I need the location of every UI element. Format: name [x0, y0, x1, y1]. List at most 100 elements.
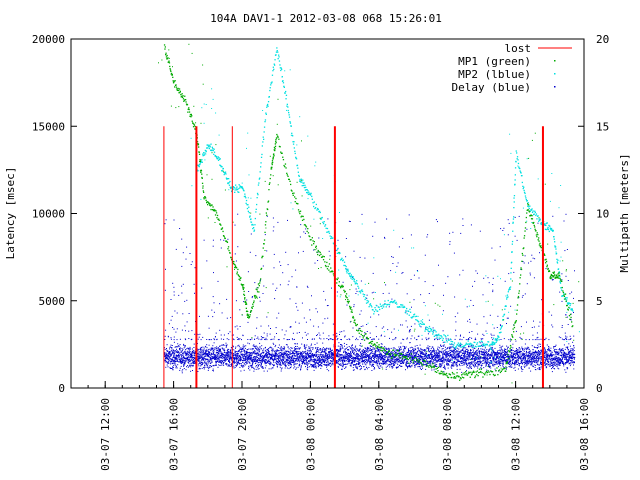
delay-point [267, 357, 269, 359]
delay-point [245, 345, 247, 347]
delay-point [309, 366, 311, 368]
delay-point [318, 363, 320, 365]
delay-point [374, 351, 376, 353]
delay-point [219, 350, 221, 352]
delay-point [502, 357, 504, 359]
delay-point [188, 354, 190, 356]
delay-point [474, 362, 475, 364]
delay-point [493, 352, 495, 354]
delay-point [325, 358, 327, 360]
delay-point [382, 361, 384, 362]
delay-point [258, 348, 260, 350]
delay-point [414, 361, 416, 363]
delay-point [193, 357, 195, 358]
delay-point [247, 352, 248, 354]
delay-point [504, 348, 506, 350]
delay-point [364, 354, 366, 356]
delay-point [293, 360, 295, 362]
delay-point [333, 360, 335, 362]
delay-point [473, 360, 475, 362]
delay-point [213, 354, 215, 356]
delay-point [224, 360, 226, 362]
delay-point [355, 364, 357, 366]
delay-point [323, 357, 325, 359]
delay-point [358, 350, 360, 352]
delay-point [372, 351, 374, 353]
delay-point [477, 351, 479, 353]
delay-point [248, 356, 250, 357]
delay-point [197, 359, 199, 361]
delay-point [218, 364, 220, 366]
delay-point [457, 352, 459, 354]
delay-point [372, 354, 374, 356]
delay-point [243, 357, 244, 359]
delay-point [326, 361, 328, 363]
delay-point [188, 360, 190, 362]
delay-point [278, 364, 280, 366]
delay-point [392, 363, 394, 365]
delay-point [483, 353, 484, 355]
delay-point [215, 363, 217, 365]
delay-point [295, 363, 297, 365]
delay-point [305, 366, 306, 368]
delay-point [324, 355, 326, 357]
delay-point [309, 346, 311, 348]
delay-point [374, 368, 376, 370]
delay-point [296, 363, 298, 365]
delay-point [475, 353, 477, 355]
delay-point [263, 359, 265, 361]
delay-point [350, 351, 352, 353]
delay-point [344, 357, 346, 358]
delay-point [376, 361, 378, 363]
delay-point [308, 348, 310, 350]
delay-point [497, 360, 499, 362]
delay-point [442, 354, 444, 356]
delay-point [461, 360, 463, 362]
delay-point [274, 352, 276, 354]
delay-point [268, 350, 269, 352]
delay-point [244, 359, 246, 361]
delay-point [239, 349, 240, 351]
delay-point [454, 360, 456, 362]
delay-point [400, 360, 402, 362]
delay-point [280, 349, 282, 351]
delay-point [257, 368, 259, 370]
delay-point [400, 346, 402, 348]
delay-point [329, 356, 331, 358]
delay-point [312, 366, 314, 368]
delay-point [466, 357, 468, 359]
delay-point [462, 349, 464, 351]
delay-point [455, 357, 456, 359]
delay-point [287, 355, 289, 357]
delay-point [221, 344, 223, 346]
delay-point [288, 351, 290, 353]
delay-point [381, 353, 383, 355]
delay-point [498, 364, 500, 366]
delay-point [429, 363, 431, 364]
delay-point [203, 350, 204, 352]
delay-point [279, 362, 281, 364]
delay-point [329, 354, 331, 356]
delay-point [366, 357, 367, 359]
delay-point [428, 349, 429, 351]
delay-point [304, 348, 306, 349]
delay-point [205, 351, 207, 353]
delay-point [479, 357, 481, 359]
delay-point [303, 357, 305, 359]
delay-point [365, 361, 366, 362]
delay-point [306, 358, 308, 360]
delay-point [446, 353, 448, 355]
delay-point [244, 352, 246, 354]
delay-point [253, 370, 255, 372]
delay-point [290, 349, 291, 351]
delay-point [322, 354, 324, 356]
delay-point [476, 352, 478, 353]
delay-point [389, 357, 391, 359]
delay-point [182, 353, 184, 354]
delay-point [300, 365, 302, 367]
delay-point [300, 352, 302, 354]
delay-point [276, 349, 278, 351]
delay-point [226, 354, 228, 355]
delay-point [247, 352, 249, 354]
delay-point [185, 352, 187, 354]
